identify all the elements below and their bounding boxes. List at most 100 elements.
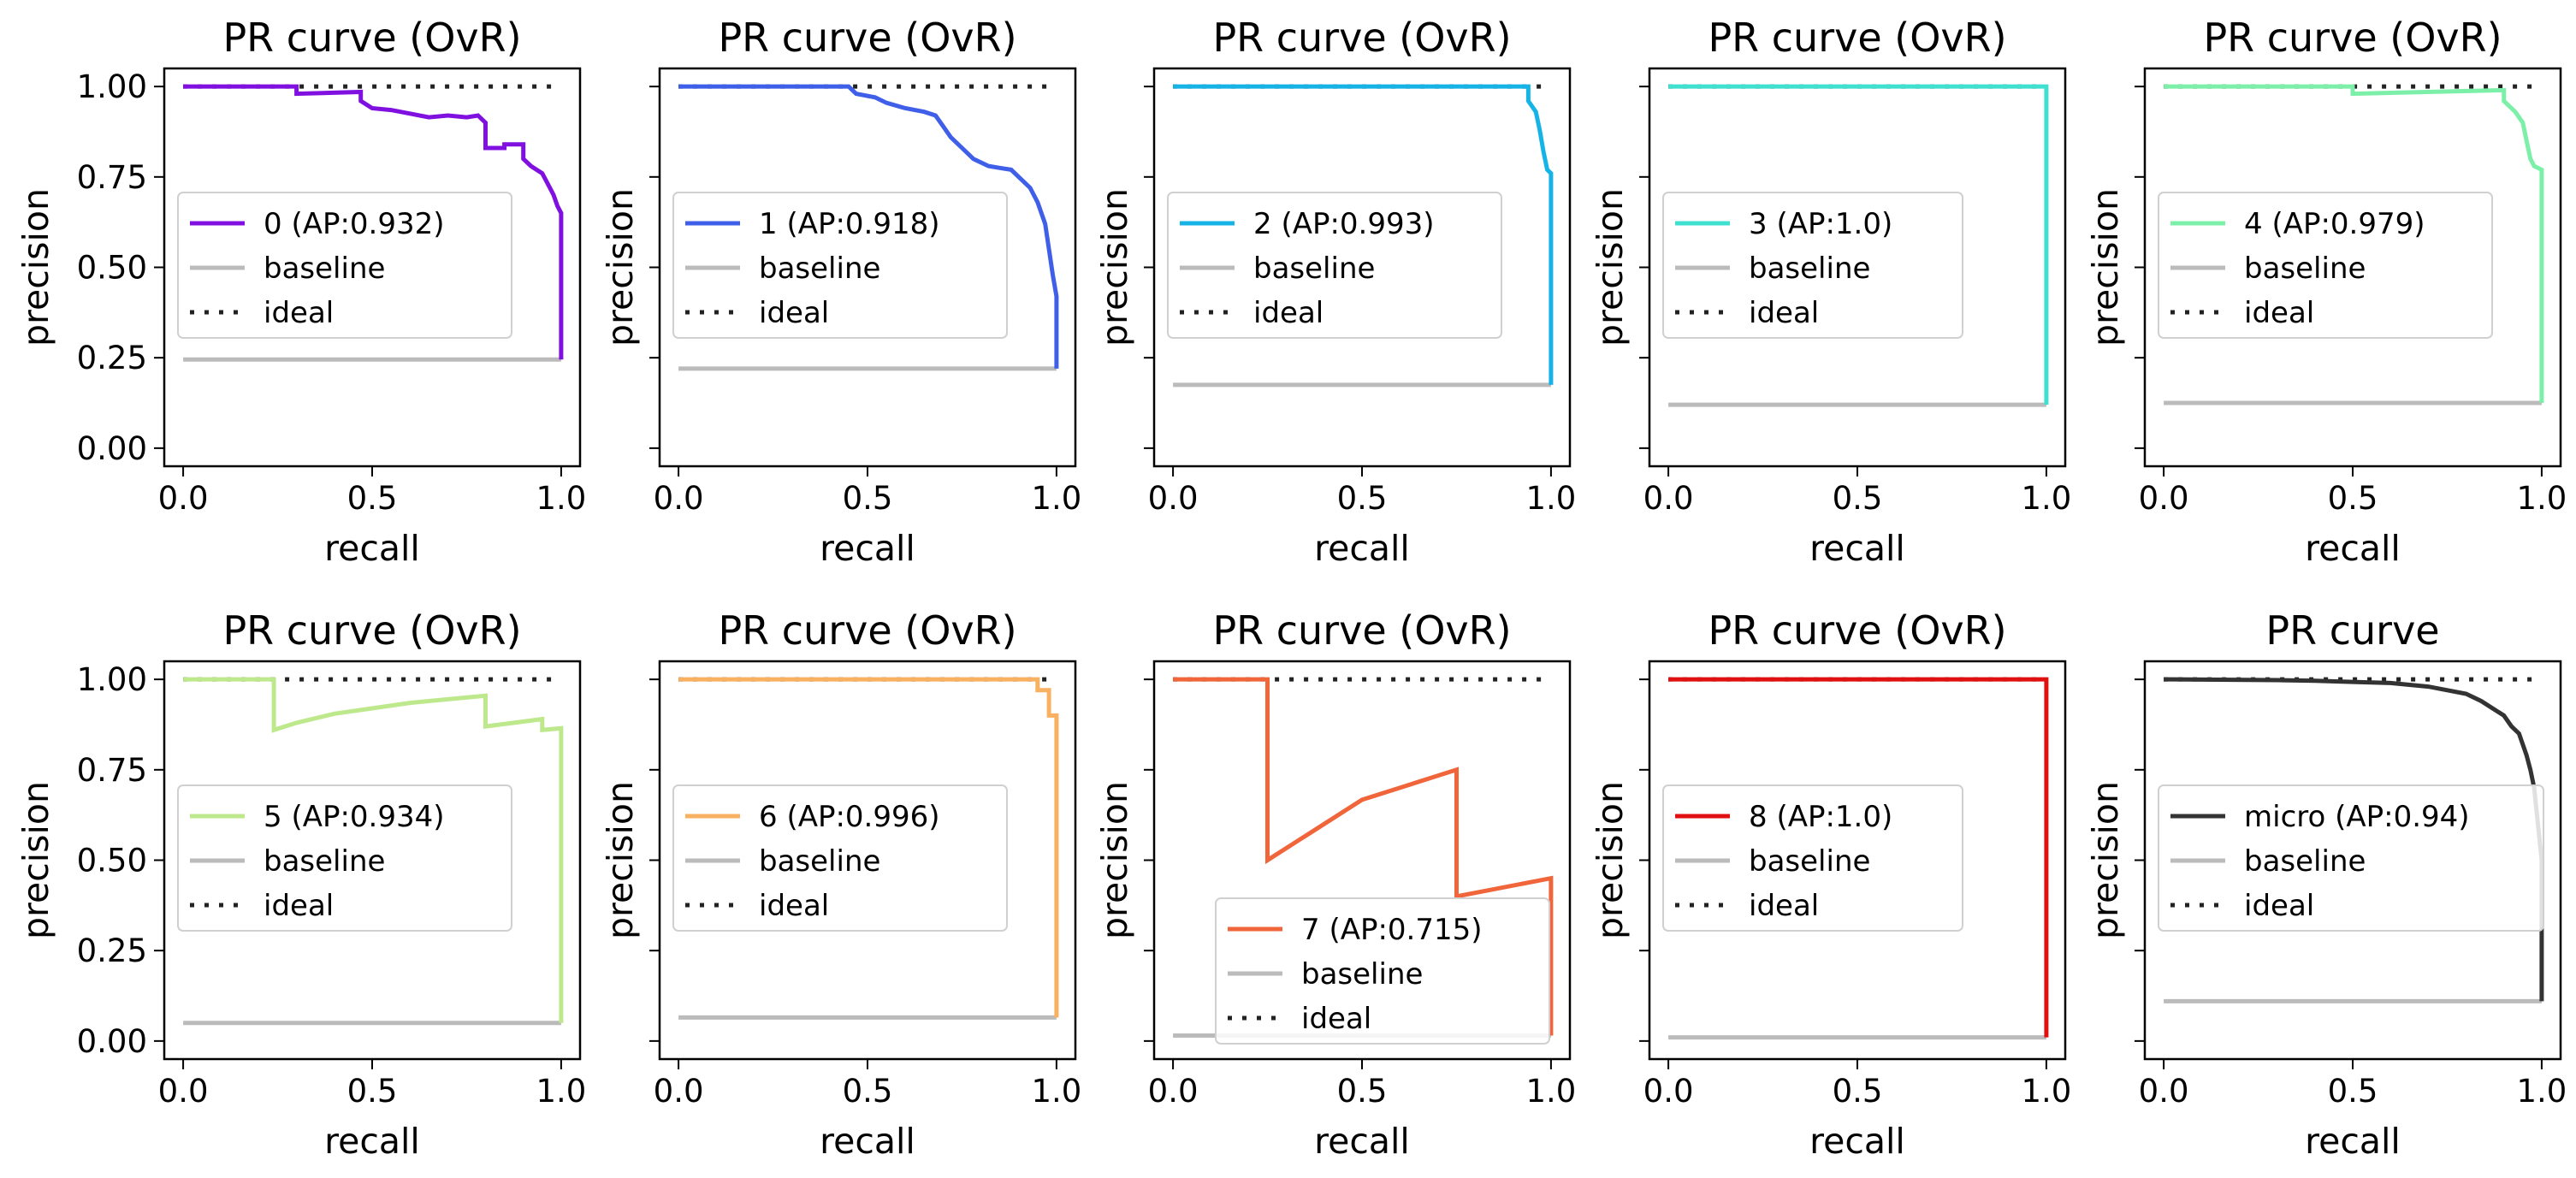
legend-box [177, 192, 512, 339]
x-axis-label: recall [2305, 528, 2401, 569]
x-tick-label: 1.0 [536, 1073, 586, 1110]
legend: 5 (AP:0.934) baseline ideal [177, 784, 512, 932]
legend-label: baseline [759, 252, 880, 286]
panel-title: PR curve (OvR) [1212, 607, 1511, 654]
chart-panel-8: PR curve (OvR) 0.0 0.5 1.0 recall precision 8 … [1590, 607, 2071, 1162]
series-line-4 [2164, 84, 2544, 403]
x-tick-label: 0.0 [654, 1073, 704, 1110]
legend-label: micro (AP:0.94) [2244, 800, 2470, 834]
y-tick-label: 0.00 [77, 1023, 147, 1060]
series-line-micro [2164, 677, 2544, 1002]
legend-label: ideal [264, 296, 334, 330]
x-tick-label: 0.0 [158, 1073, 209, 1110]
y-tick-label: 1.00 [77, 68, 147, 105]
panel-title: PR curve [2265, 607, 2439, 654]
x-tick-label: 0.0 [2139, 1073, 2189, 1110]
chart-panel-9: PR curve 0.0 0.5 1.0 recall precision micro (A… [2085, 607, 2567, 1162]
x-axis-label: recall [1809, 1121, 1905, 1162]
x-tick-label: 1.0 [1525, 480, 1576, 517]
x-tick-label: 1.0 [2021, 1073, 2071, 1110]
x-tick-label: 1.0 [536, 480, 586, 517]
legend-label: 1 (AP:0.918) [759, 207, 940, 241]
axes-frame [1648, 660, 2067, 1061]
chart-panel-4: PR curve (OvR) 0.0 0.5 1.0 recall precision 4 … [2085, 15, 2567, 569]
x-tick-label: 1.0 [2516, 1073, 2567, 1110]
legend-label: 8 (AP:1.0) [1749, 800, 1892, 834]
legend-label: ideal [759, 296, 829, 330]
y-tick-label: 0.50 [77, 843, 147, 879]
x-tick-label: 1.0 [1525, 1073, 1576, 1110]
y-axis-label: precision [1094, 188, 1135, 346]
legend-label: ideal [264, 889, 334, 923]
x-tick-label: 0.0 [2139, 480, 2189, 517]
chart-panel-2: PR curve (OvR) 0.0 0.5 1.0 recall precision 2 … [1094, 15, 1576, 569]
chart-panel-7: PR curve (OvR) 0.0 0.5 1.0 recall precision 7 … [1094, 607, 1576, 1162]
legend-label: ideal [1301, 1002, 1371, 1036]
legend-box [1215, 897, 1550, 1045]
series-line-7 [1173, 677, 1554, 1036]
legend: 2 (AP:0.993) baseline ideal [1167, 192, 1502, 339]
y-axis-label: precision [600, 781, 641, 939]
x-tick-label: 0.0 [1148, 480, 1199, 517]
legend-label: baseline [2244, 844, 2366, 879]
legend: micro (AP:0.94) baseline ideal [2158, 784, 2544, 932]
legend-label: baseline [1749, 252, 1870, 286]
x-tick-label: 1.0 [2516, 480, 2567, 517]
panel-title: PR curve (OvR) [718, 607, 1016, 654]
legend-label: 7 (AP:0.715) [1301, 913, 1483, 947]
panel-title: PR curve (OvR) [2203, 15, 2502, 61]
y-tick-label: 0.00 [77, 430, 147, 467]
x-tick-label: 1.0 [1031, 1073, 1081, 1110]
x-tick-label: 0.5 [843, 1073, 893, 1110]
x-axis-label: recall [324, 1121, 420, 1162]
x-tick-label: 0.0 [158, 480, 209, 517]
axes-frame [2143, 660, 2562, 1061]
y-axis-label: precision [1590, 781, 1631, 939]
y-axis-label: precision [600, 188, 641, 346]
panel-title: PR curve (OvR) [718, 15, 1016, 61]
axes-frame [163, 67, 582, 468]
axes-frame [658, 660, 1077, 1061]
x-axis-label: recall [2305, 1121, 2401, 1162]
legend-label: baseline [264, 844, 385, 879]
legend-box [1662, 784, 1963, 932]
y-tick-label: 0.25 [77, 340, 147, 376]
series-line-2 [1173, 84, 1554, 385]
axes-frame [1152, 660, 1572, 1061]
panel-title: PR curve (OvR) [1708, 15, 2006, 61]
legend-label: ideal [1749, 296, 1819, 330]
axes-frame [658, 67, 1077, 468]
x-tick-label: 0.5 [1337, 480, 1388, 517]
legend: 1 (AP:0.918) baseline ideal [672, 192, 1008, 339]
legend-label: baseline [1253, 252, 1375, 286]
panel-title: PR curve (OvR) [1212, 15, 1511, 61]
legend-label: 2 (AP:0.993) [1253, 207, 1435, 241]
y-tick-label: 0.75 [77, 159, 147, 196]
axes-frame [163, 660, 582, 1061]
x-tick-label: 0.5 [347, 480, 398, 517]
legend-label: baseline [2244, 252, 2366, 286]
y-tick-label: 1.00 [77, 661, 147, 698]
series-line-8 [1668, 677, 2049, 1038]
series-line-3 [1668, 84, 2049, 405]
x-tick-label: 0.0 [1643, 480, 1694, 517]
axes-frame [1648, 67, 2067, 468]
x-tick-label: 0.5 [1337, 1073, 1388, 1110]
legend-label: ideal [2244, 296, 2314, 330]
series-line-1 [678, 84, 1059, 369]
legend-label: baseline [264, 252, 385, 286]
legend-label: 0 (AP:0.932) [264, 207, 445, 241]
chart-panel-1: PR curve (OvR) 0.0 0.5 1.0 recall precision 1 … [600, 15, 1081, 569]
y-tick-label: 0.75 [77, 752, 147, 789]
legend: 0 (AP:0.932) baseline ideal [177, 192, 512, 339]
y-axis-label: precision [2085, 188, 2126, 346]
x-axis-label: recall [324, 528, 420, 569]
legend-label: 6 (AP:0.996) [759, 800, 940, 834]
legend-label: ideal [1749, 889, 1819, 923]
y-tick-label: 0.25 [77, 932, 147, 969]
legend-box [2158, 784, 2544, 932]
legend-box [1167, 192, 1502, 339]
legend: 3 (AP:1.0) baseline ideal [1662, 192, 1963, 339]
legend-label: 5 (AP:0.934) [264, 800, 445, 834]
legend-label: ideal [2244, 889, 2314, 923]
